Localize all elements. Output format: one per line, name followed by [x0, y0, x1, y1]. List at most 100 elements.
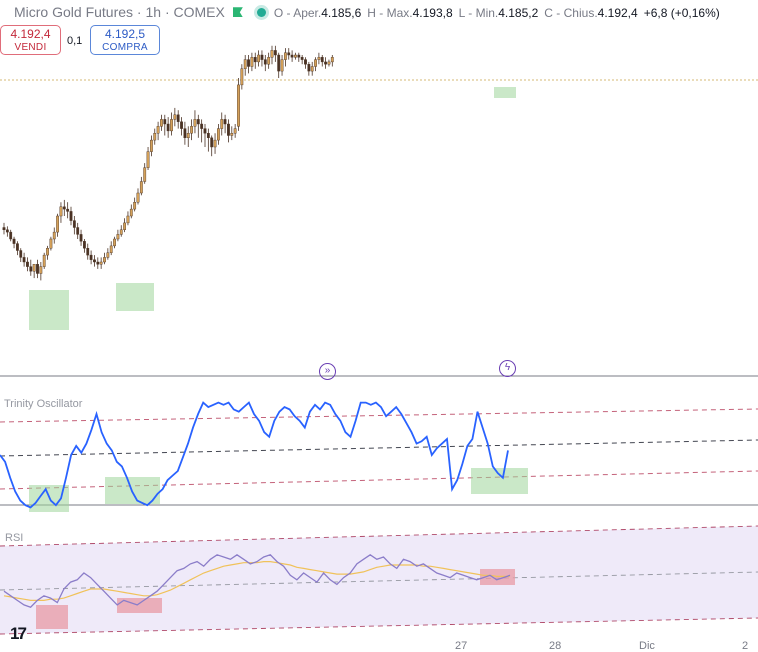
candle-body	[260, 54, 264, 60]
close-label: C	[544, 6, 553, 20]
candle-body	[32, 264, 36, 272]
candle-body	[22, 257, 26, 263]
tradingview-logo-icon[interactable]: 17	[10, 624, 27, 643]
candle-body	[183, 128, 187, 139]
candle-body	[119, 229, 123, 235]
candle-body	[59, 206, 63, 217]
oscillator-line	[0, 401, 509, 509]
candle-body	[230, 132, 234, 136]
rsi-level-high	[0, 525, 758, 547]
high-label: H	[367, 6, 376, 20]
candle-body	[280, 59, 284, 72]
open-value: 4.185,6	[321, 6, 362, 20]
candle-body	[56, 215, 60, 233]
candle-body	[284, 52, 287, 60]
candle-body	[153, 132, 157, 141]
candle-body	[263, 59, 267, 65]
lightning-icon[interactable]: ϟ	[499, 360, 516, 377]
candle-body	[170, 119, 173, 132]
candle-body	[206, 132, 210, 138]
candle-body	[166, 123, 170, 132]
candle-body	[123, 222, 127, 230]
candle-body	[200, 123, 204, 129]
close-value: 4.192,4	[597, 6, 638, 20]
candle-body	[290, 54, 294, 58]
osc-level-high	[0, 408, 758, 423]
highlight-box	[471, 468, 528, 494]
chart-header: Micro Gold Futures · 1h · COMEX O - Aper.…	[14, 4, 720, 20]
candle-body	[93, 259, 96, 263]
candle-body	[49, 238, 53, 249]
highlight-box	[36, 605, 68, 629]
market-status-icon	[256, 7, 266, 17]
candle-body	[136, 192, 140, 203]
candle-body	[257, 54, 260, 63]
candle-body	[243, 59, 247, 69]
candle-body	[314, 59, 317, 67]
candle-body	[310, 66, 314, 72]
candle-body	[193, 119, 197, 127]
candle-body	[12, 238, 16, 244]
highlight-box	[494, 87, 516, 98]
candle-body	[186, 132, 190, 138]
x-axis-label: 2	[742, 640, 749, 652]
candle-body	[16, 243, 19, 251]
candle-body	[36, 264, 39, 274]
candle-body	[227, 123, 230, 136]
candle-body	[327, 61, 331, 65]
candle-body	[139, 181, 143, 194]
candle-body	[113, 238, 116, 247]
candle-body	[253, 57, 257, 63]
candle-body	[29, 266, 33, 272]
fast-forward-icon[interactable]: »	[319, 363, 336, 380]
candle-body	[203, 128, 207, 134]
candle-body	[277, 54, 281, 72]
candle-body	[69, 211, 73, 221]
candle-body	[126, 215, 130, 224]
candle-body	[330, 57, 334, 63]
rsi-level-low	[0, 617, 758, 635]
candle-body	[116, 234, 120, 240]
sell-price: 4.192,4	[10, 27, 51, 41]
candle-body	[2, 227, 6, 230]
x-axis-label: Dic	[639, 640, 655, 652]
candle-body	[324, 61, 327, 65]
flag-icon[interactable]	[232, 7, 243, 18]
osc-panel-label[interactable]: Trinity Oscillator	[4, 398, 83, 410]
sell-button[interactable]: 4.192,4 VENDI	[0, 25, 61, 55]
candle-body	[176, 114, 180, 122]
candle-body	[156, 126, 160, 134]
candle-body	[82, 241, 86, 249]
candle-body	[42, 254, 46, 267]
candle-body	[233, 128, 237, 134]
candle-body	[109, 245, 113, 253]
candle-body	[52, 231, 56, 240]
buy-button[interactable]: 4.192,5 COMPRA	[90, 25, 160, 55]
candle-body	[9, 231, 13, 240]
candle-body	[173, 114, 177, 120]
candle-body	[160, 119, 163, 127]
candle-body	[62, 206, 66, 210]
candle-body	[216, 128, 220, 141]
candle-body	[96, 261, 100, 265]
candle-body	[223, 119, 227, 125]
candle-body	[103, 257, 106, 263]
candle-body	[146, 151, 150, 168]
candle-body	[304, 59, 307, 65]
highlight-box	[116, 283, 154, 311]
candle-body	[133, 201, 137, 210]
symbol-title[interactable]: Micro Gold Futures · 1h · COMEX	[14, 4, 225, 20]
candle-body	[190, 126, 193, 134]
candle-body	[89, 254, 93, 260]
candle-body	[267, 57, 271, 65]
candle-body	[240, 68, 244, 86]
candle-body	[220, 119, 224, 129]
candle-body	[247, 59, 250, 67]
candle-body	[106, 252, 110, 258]
rsi-level-mid	[0, 571, 758, 591]
rsi-panel-label[interactable]: RSI	[5, 532, 24, 544]
open-label: O	[273, 6, 284, 20]
candle-body	[66, 208, 70, 212]
low-name: Min.	[475, 6, 499, 20]
